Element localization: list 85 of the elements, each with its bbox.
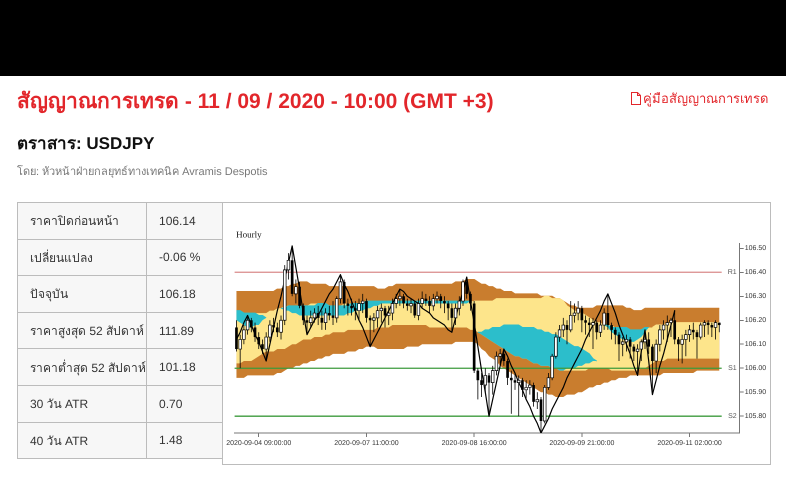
candlestick	[465, 276, 468, 300]
text: เปลี่ยนแปลง	[18, 239, 147, 276]
candlestick	[432, 293, 435, 312]
candlestick	[476, 368, 480, 400]
candlestick	[398, 288, 402, 306]
candlestick	[365, 298, 368, 324]
candlestick	[588, 317, 591, 338]
candlestick	[521, 377, 524, 398]
candlestick	[324, 308, 328, 330]
candlestick	[692, 322, 695, 340]
candlestick	[316, 305, 320, 326]
candlestick	[718, 322, 721, 333]
candlestick	[532, 382, 535, 408]
candlestick	[714, 320, 718, 340]
candlestick	[413, 300, 416, 318]
candlestick	[298, 281, 301, 309]
candlestick	[688, 324, 692, 342]
candlestick	[628, 336, 632, 360]
text: ราคาปิดก่อนหน้า	[18, 202, 147, 240]
text: สัญญาณการเทรด - 11 / 09 / 2020 - 10:00 (GMT +3)	[17, 89, 494, 115]
candlestick	[261, 339, 264, 354]
text: 101.18	[146, 348, 222, 386]
chart-title: Hourly	[236, 230, 262, 240]
candlestick	[618, 332, 620, 362]
text: 111.89	[146, 312, 222, 349]
text: 40 วัน ATR	[18, 422, 147, 459]
candlestick	[632, 344, 636, 362]
candlestick	[416, 298, 420, 321]
candlestick	[254, 322, 256, 342]
candlestick	[342, 279, 346, 309]
candlestick	[384, 305, 386, 328]
candlestick	[450, 303, 454, 333]
candlestick	[328, 305, 331, 321]
candlestick	[446, 300, 450, 321]
candlestick	[621, 336, 624, 357]
candlestick	[636, 344, 640, 376]
text: 106.18	[146, 276, 222, 312]
candlestick	[312, 308, 316, 324]
candlestick	[406, 298, 409, 312]
candlestick	[580, 305, 584, 333]
candlestick	[380, 303, 383, 324]
candlestick	[428, 296, 431, 314]
candlestick	[402, 293, 405, 309]
text: 106.14	[146, 202, 222, 240]
candlestick	[469, 291, 472, 312]
text: โดย: หัวหน้าฝ่ายกลยุทธ์ทางเทคนิค Avramis Despotis	[17, 165, 268, 180]
candlestick	[702, 320, 706, 338]
text: ปัจจุบัน	[18, 276, 147, 312]
candlestick	[706, 320, 710, 336]
candlestick	[591, 317, 595, 350]
candlestick	[357, 298, 361, 321]
candlestick	[524, 380, 528, 400]
candlestick	[647, 332, 650, 354]
candlestick	[443, 296, 446, 314]
candlestick	[302, 303, 305, 326]
candlestick	[680, 334, 684, 364]
candlestick	[332, 300, 334, 326]
candlestick	[461, 279, 465, 306]
candlestick	[368, 315, 372, 348]
candlestick	[595, 320, 598, 340]
candlestick	[435, 291, 439, 304]
text: ราคาสูงสุด 52 สัปดาห์	[18, 312, 147, 349]
text: 0.70	[146, 385, 222, 422]
candlestick	[424, 293, 428, 306]
text: 1.48	[146, 422, 222, 459]
candlestick	[276, 322, 279, 338]
text: ตราสาร: USDJPY	[17, 133, 154, 155]
candlestick	[710, 322, 714, 338]
candlestick	[390, 298, 394, 321]
candlestick	[346, 298, 350, 316]
candlestick	[606, 293, 610, 330]
candlestick	[517, 375, 520, 417]
candlestick	[257, 332, 260, 350]
candlestick	[514, 372, 516, 390]
text: ราคาต่ำสุด 52 สัปดาห์	[18, 348, 147, 386]
candlestick	[250, 317, 253, 333]
candlestick	[350, 298, 353, 316]
text: คู่มือสัญญาณการเทรด	[643, 90, 768, 107]
candlestick	[409, 298, 413, 314]
candlestick	[666, 315, 669, 342]
candlestick	[677, 336, 680, 362]
candlestick	[669, 317, 673, 338]
text: -0.06 %	[146, 239, 222, 276]
text: 30 วัน ATR	[18, 385, 147, 422]
candlestick	[306, 315, 308, 336]
